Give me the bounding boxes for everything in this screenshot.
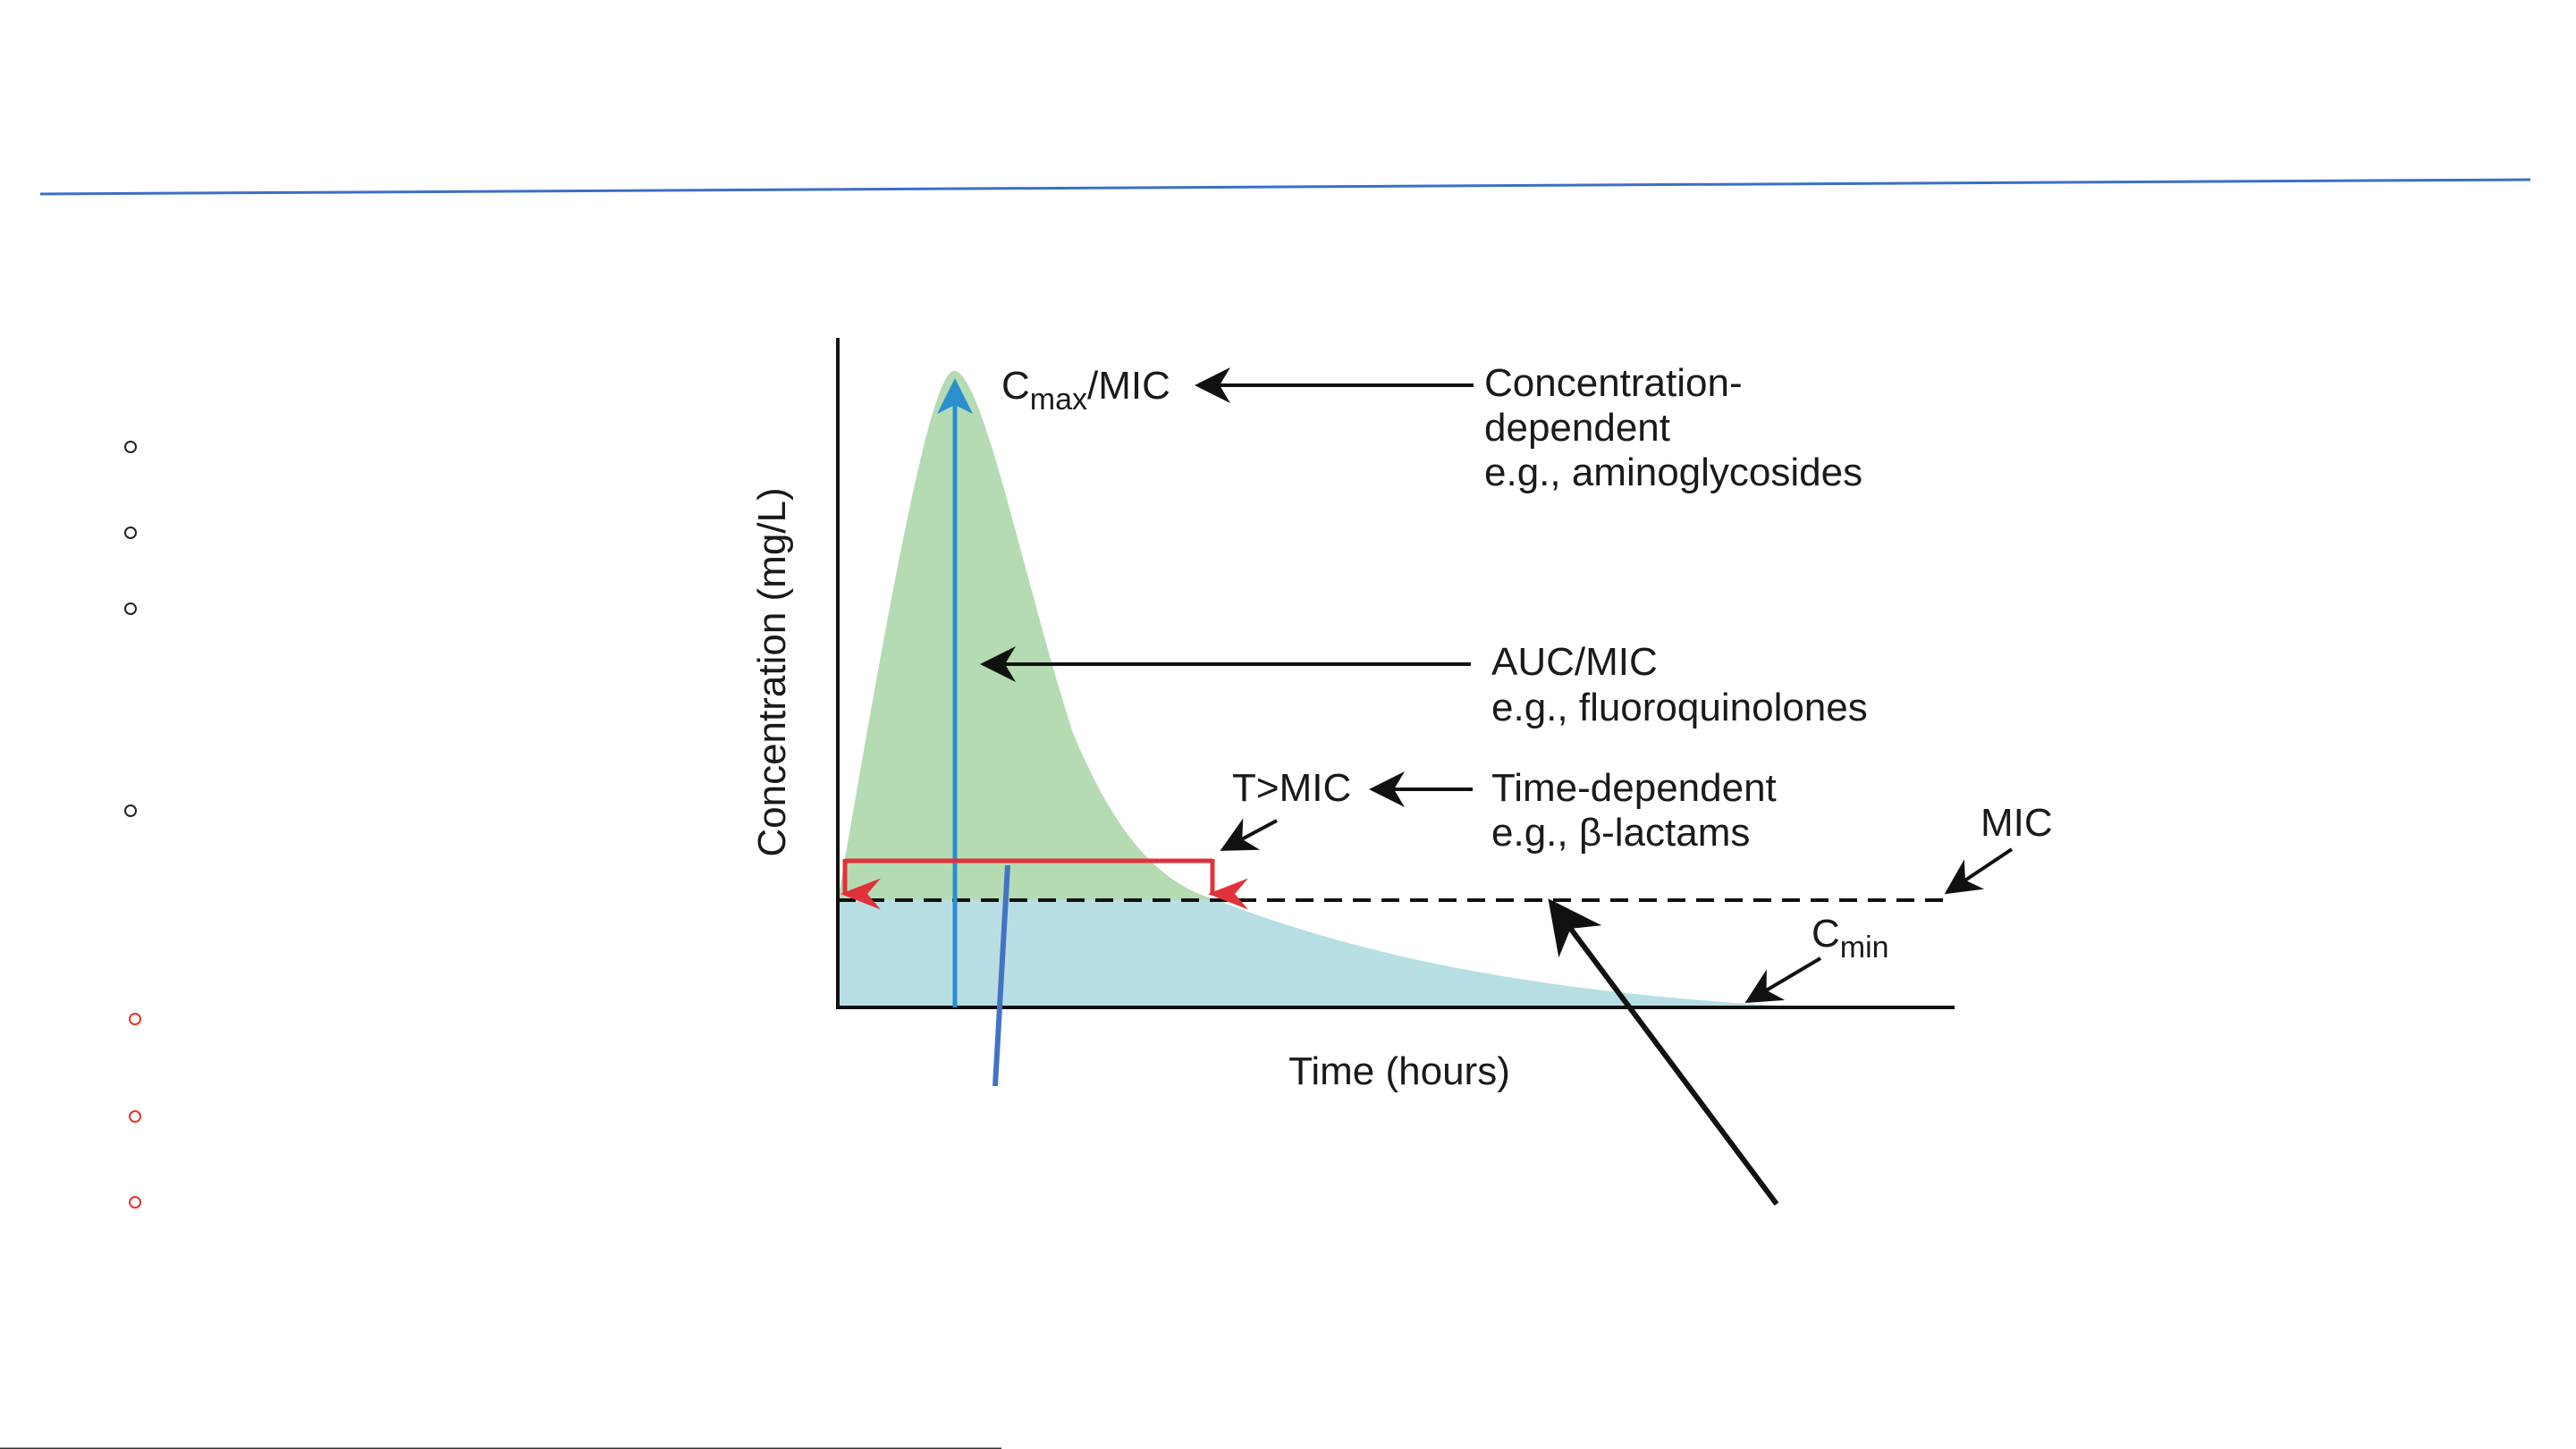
cmax-label: Cmax/MIC — [1001, 364, 1170, 417]
t-mic-arrow — [1220, 818, 1278, 851]
y-axis-label: Concentration (mg/L) — [750, 487, 794, 856]
mic-arrow — [1944, 847, 2014, 895]
cmin-arrow — [1744, 956, 1822, 1004]
t-mic-bracket — [840, 858, 1248, 910]
mic-label: MIC — [1981, 801, 2053, 845]
t-mic-label: T>MIC — [1232, 766, 1351, 810]
bullet-marker — [124, 527, 137, 539]
concentration-dependent-example: e.g., aminoglycosides — [1484, 451, 1862, 494]
bullet-marker-red — [129, 1013, 141, 1025]
auc-mic-label: AUC/MIC — [1491, 640, 1658, 684]
auc-mic-example: e.g., fluoroquinolones — [1491, 686, 1868, 729]
bullet-marker — [124, 805, 137, 817]
bullet-marker — [124, 602, 137, 615]
overlay-line-blue — [992, 864, 1010, 1087]
concentration-dependent-line2: dependent — [1484, 406, 1670, 450]
bullet-marker-red — [129, 1196, 141, 1209]
trough-area — [838, 900, 1775, 1006]
concentration-dependent-line1: Concentration- — [1484, 361, 1743, 405]
x-axis-label: Time (hours) — [1288, 1049, 1510, 1093]
overlay-arrow-black — [1548, 898, 1779, 1206]
time-dependent-example: e.g., β-lactams — [1491, 811, 1750, 855]
bullet-marker — [124, 441, 137, 453]
cmin-label: Cmin — [1812, 912, 1889, 965]
peak-area — [838, 370, 1217, 900]
bullet-marker-red — [129, 1110, 141, 1123]
time-dependent-label: Time-dependent — [1491, 766, 1777, 810]
